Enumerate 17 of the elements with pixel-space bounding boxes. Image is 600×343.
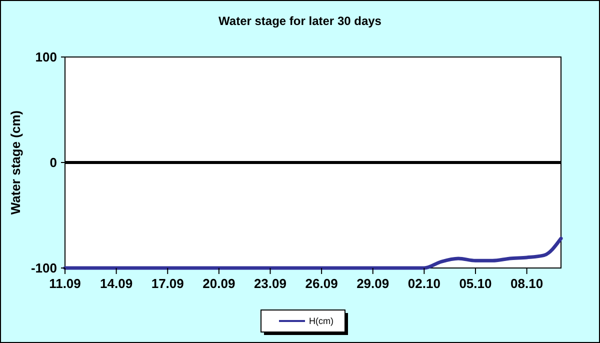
y-tick-label: 100 bbox=[35, 50, 57, 65]
y-axis-title: Water stage (cm) bbox=[8, 110, 23, 215]
x-tick-label: 23.09 bbox=[254, 276, 287, 291]
y-tick-label: -100 bbox=[30, 260, 57, 276]
x-tick-label: 29.09 bbox=[356, 276, 390, 291]
x-tick-label: 20.09 bbox=[202, 276, 236, 291]
x-tick-label: 02.10 bbox=[408, 276, 440, 291]
line-series bbox=[63, 236, 563, 270]
y-tick-label: 0 bbox=[50, 155, 57, 170]
x-tick-label: 08.10 bbox=[510, 276, 544, 291]
x-tick-label: 14.09 bbox=[100, 276, 133, 291]
x-tick-label: 05.10 bbox=[459, 276, 492, 291]
legend-label: H(cm) bbox=[309, 316, 334, 326]
x-tick-label: 17.09 bbox=[151, 276, 184, 291]
x-tick-label: 26.09 bbox=[305, 276, 338, 291]
chart-title: Water stage for later 30 days bbox=[218, 14, 382, 28]
x-tick-label: 11.09 bbox=[49, 276, 81, 291]
